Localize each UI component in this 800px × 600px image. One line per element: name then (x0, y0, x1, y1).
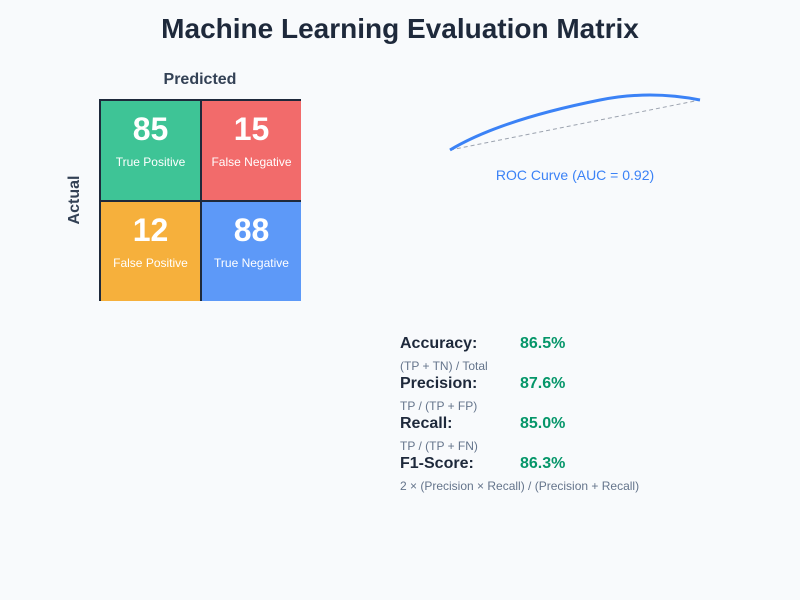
cell-label: True Positive (115, 155, 186, 169)
roc-curve-chart (449, 93, 701, 152)
metric-value: 87.6% (520, 375, 566, 392)
metric-formula: 2 × (Precision × Recall) / (Precision + … (400, 479, 640, 493)
cell-value: 12 (132, 212, 169, 248)
metric-name: F1-Score: (400, 455, 474, 472)
metric-formula: TP / (TP + FN) (400, 439, 478, 453)
actual-axis-label: Actual (66, 175, 83, 225)
page-title: Machine Learning Evaluation Matrix (161, 13, 639, 44)
cell-false-negative: 15 False Negative (202, 101, 301, 200)
cell-false-positive: 12 False Positive (101, 202, 200, 301)
metric-value: 86.3% (520, 455, 566, 472)
roc-curve-line (449, 93, 701, 152)
cell-value: 85 (132, 111, 169, 147)
confusion-matrix: 85 True Positive 15 False Negative 12 Fa… (99, 99, 301, 301)
metric-name: Precision: (400, 375, 478, 392)
roc-caption: ROC Curve (AUC = 0.92) (495, 167, 655, 183)
metric-formula: (TP + TN) / Total (400, 359, 488, 373)
cell-true-positive: 85 True Positive (101, 101, 200, 200)
cell-true-negative: 88 True Negative (202, 202, 301, 301)
metric-recall: Recall: 85.0% TP / (TP + FN) (400, 415, 700, 455)
roc-baseline (449, 99, 701, 151)
metric-accuracy: Accuracy: 86.5% (TP + TN) / Total (400, 335, 700, 375)
metric-formula: TP / (TP + FP) (400, 399, 478, 413)
cell-label: False Positive (113, 256, 188, 270)
cell-label: False Negative (211, 155, 292, 169)
predicted-axis-label: Predicted (163, 71, 237, 88)
metric-value: 85.0% (520, 415, 566, 432)
cell-label: True Negative (214, 256, 289, 270)
metric-value: 86.5% (520, 335, 566, 352)
metric-name: Recall: (400, 415, 453, 432)
metrics-panel: Accuracy: 86.5% (TP + TN) / Total Precis… (400, 335, 700, 495)
cell-value: 15 (233, 111, 270, 147)
cell-value: 88 (233, 212, 270, 248)
metric-name: Accuracy: (400, 335, 478, 352)
metric-f1-score: F1-Score: 86.3% 2 × (Precision × Recall)… (400, 455, 700, 495)
metric-precision: Precision: 87.6% TP / (TP + FP) (400, 375, 700, 415)
